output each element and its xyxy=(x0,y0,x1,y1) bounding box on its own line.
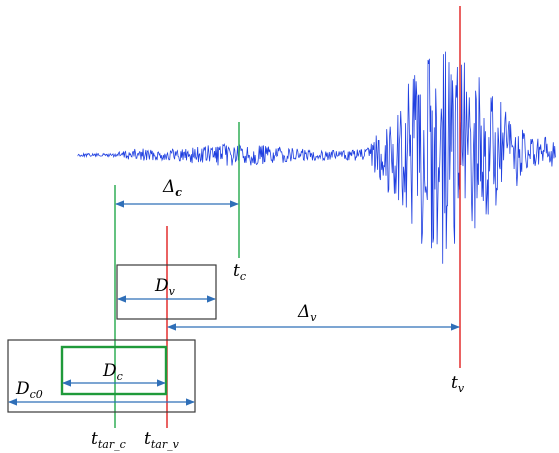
d-c0-label: Dc0 xyxy=(15,379,43,401)
t-c-label: tc xyxy=(233,261,246,283)
d-c0-box xyxy=(7,339,196,413)
delta-c-label: Δc xyxy=(162,177,182,199)
d-v-box xyxy=(116,264,217,320)
delta-v-label: Δv xyxy=(297,302,317,324)
t-v-label: tv xyxy=(451,373,465,395)
waveform-signal xyxy=(77,51,556,264)
t-tar-v-label: ttar_v xyxy=(144,429,180,451)
d-c-box xyxy=(60,345,168,396)
d-v-label: Dv xyxy=(154,276,176,298)
d-c-label: Dc xyxy=(102,361,123,383)
t-tar-c-label: ttar_c xyxy=(91,429,126,451)
